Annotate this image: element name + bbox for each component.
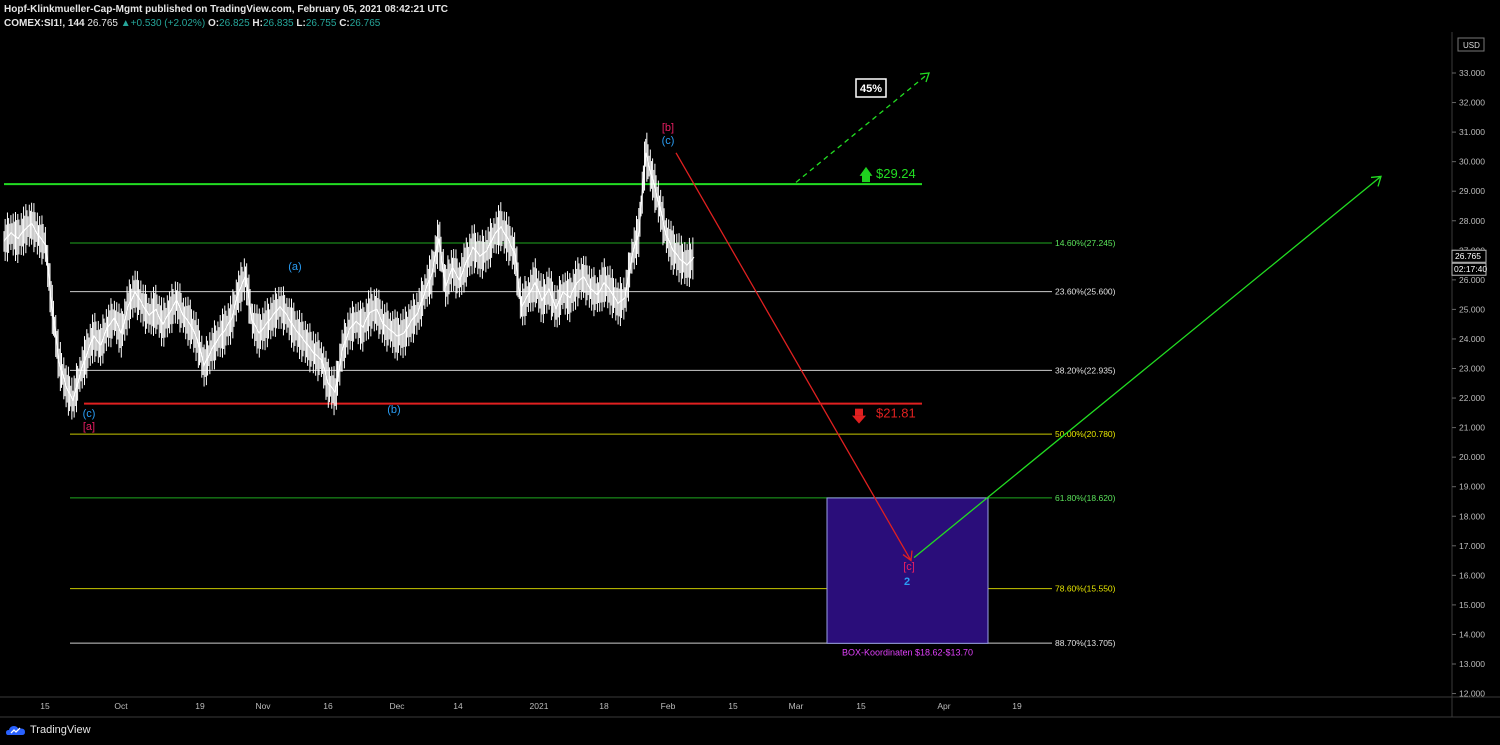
fib-level-label: 78.60%(15.550): [1055, 584, 1116, 594]
countdown-tag: [1451, 262, 1487, 276]
x-tick-label: 14: [453, 701, 463, 711]
low-label: L:: [296, 18, 306, 29]
fib-level-label: 61.80%(18.620): [1055, 493, 1116, 503]
down-arrow-icon: [852, 415, 866, 424]
last-price: 26.765: [87, 18, 118, 29]
y-tick-label: 18.000: [1459, 511, 1485, 521]
x-tick-label: Oct: [114, 701, 128, 711]
y-tick-label: 29.000: [1459, 186, 1485, 196]
currency-box[interactable]: [1457, 37, 1485, 52]
box-label: BOX-Koordinaten $18.62-$13.70: [842, 647, 973, 657]
x-tick-label: 15: [728, 701, 738, 711]
open-label: O:: [207, 18, 220, 29]
close-value: 26.765: [349, 18, 381, 29]
price-line[interactable]: [3, 152, 695, 403]
arrow-head-icon: [902, 550, 913, 562]
symbol-label[interactable]: COMEX:SI1!, 144: [4, 18, 85, 29]
y-tick-label: 14.000: [1459, 629, 1485, 639]
x-tick-label: Mar: [789, 701, 804, 711]
fib-level-label: 23.60%(25.600): [1055, 287, 1116, 297]
wave-label: (c): [83, 408, 96, 420]
publisher-line: Hopf-Klinkmueller-Cap-Mgmt published on …: [4, 4, 448, 15]
wave-label: (b): [387, 404, 400, 416]
x-tick-label: 19: [1012, 701, 1022, 711]
fib-level-label: 50.00%(20.780): [1055, 429, 1116, 439]
x-tick-label: Nov: [255, 701, 271, 711]
projection-dashed-arrow[interactable]: [795, 72, 930, 183]
y-tick-label: 33.000: [1459, 68, 1485, 78]
y-tick-label: 13.000: [1459, 659, 1485, 669]
y-tick-label: 15.000: [1459, 600, 1485, 610]
low-value: 26.755: [305, 18, 337, 29]
price-change: +0.530 (+2.02%): [130, 18, 206, 29]
y-tick-label: 24.000: [1459, 334, 1485, 344]
y-tick-label: 30.000: [1459, 157, 1485, 167]
y-tick-label: 25.000: [1459, 304, 1485, 314]
high-value: 26.835: [262, 18, 294, 29]
up-arrow-icon: [862, 174, 870, 183]
countdown-tag-label: 02:17:40: [1454, 264, 1487, 274]
y-tick-label: 20.000: [1459, 452, 1485, 462]
x-tick-label: 18: [599, 701, 609, 711]
target-box[interactable]: [826, 497, 989, 644]
resistance-label: $29.24: [876, 166, 916, 181]
x-tick-label: Feb: [661, 701, 676, 711]
arrow-head-icon: [919, 72, 930, 83]
x-tick-label: 15: [40, 701, 50, 711]
y-tick-label: 17.000: [1459, 541, 1485, 551]
tradingview-cloud-icon: [6, 726, 25, 735]
y-tick-label: 21.000: [1459, 423, 1485, 433]
wave-label: [c]: [903, 561, 915, 573]
y-tick-label: 16.000: [1459, 570, 1485, 580]
target-percent-box[interactable]: [855, 78, 887, 98]
y-tick-label: 22.000: [1459, 393, 1485, 403]
projection-up-arrow[interactable]: [913, 175, 1382, 559]
projection-down-arrow[interactable]: [675, 152, 912, 561]
x-tick-label: Apr: [937, 701, 950, 711]
y-tick-label: 23.000: [1459, 364, 1485, 374]
close-label: C:: [339, 18, 350, 29]
wave-label: [a]: [83, 421, 95, 433]
up-arrow-icon: ▲: [120, 18, 131, 29]
wave-label: (c): [662, 135, 675, 147]
footer-bar: [0, 719, 1500, 745]
fib-level-label: 88.70%(13.705): [1055, 638, 1116, 648]
tradingview-brand: TradingView: [30, 724, 91, 736]
last-price-tag[interactable]: [1451, 249, 1487, 263]
y-tick-label: 19.000: [1459, 482, 1485, 492]
last-price-tag-label: 26.765: [1455, 251, 1481, 261]
open-value: 26.825: [219, 18, 250, 29]
price-chart[interactable]: 12.000 13.000 14.000 15.000 16.000 17.000 18.0…: [0, 0, 1500, 720]
down-arrow-icon: [855, 408, 863, 416]
currency-label: USD: [1463, 41, 1480, 50]
y-tick-label: 31.000: [1459, 127, 1485, 137]
fib-level-label: 14.60%(27.245): [1055, 238, 1116, 248]
support-label: $21.81: [876, 406, 916, 421]
y-tick-label: 26.000: [1459, 275, 1485, 285]
x-tick-label: 19: [195, 701, 205, 711]
y-tick-label: 32.000: [1459, 98, 1485, 108]
y-tick-label: 28.000: [1459, 216, 1485, 226]
x-tick-label: 16: [323, 701, 333, 711]
x-tick-label: 2021: [530, 701, 549, 711]
tradingview-logo[interactable]: TradingView: [6, 724, 91, 736]
wave-label: (a): [288, 261, 301, 273]
target-percent-label: 45%: [860, 83, 882, 95]
wave-label: 2: [904, 576, 910, 588]
x-tick-label: 15: [856, 701, 866, 711]
chart-header: Hopf-Klinkmueller-Cap-Mgmt published on …: [4, 3, 448, 31]
fib-level-label: 38.20%(22.935): [1055, 365, 1116, 375]
wave-label: [b]: [662, 122, 674, 134]
y-tick-label: 12.000: [1459, 689, 1485, 699]
high-label: H:: [252, 18, 263, 29]
x-tick-label: Dec: [389, 701, 405, 711]
arrow-head-icon: [1370, 175, 1382, 187]
